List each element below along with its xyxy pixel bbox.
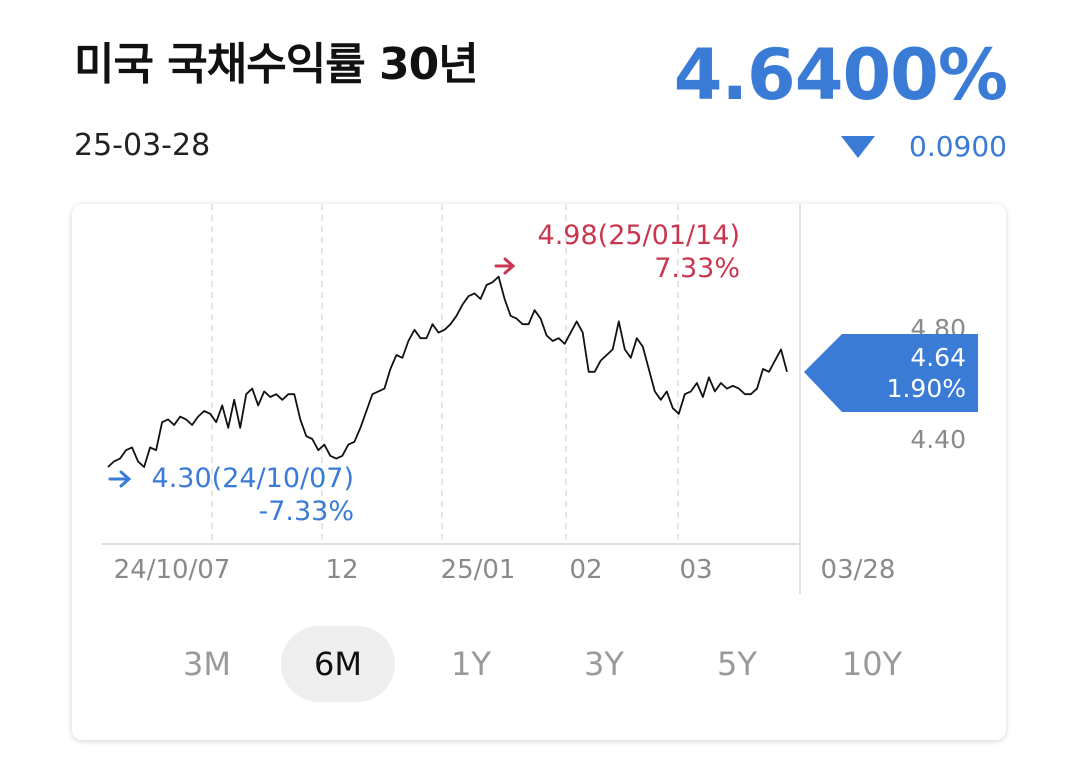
period-button-5y[interactable]: 5Y bbox=[717, 645, 757, 683]
yield-series-line bbox=[107, 275, 788, 468]
down-triangle-icon bbox=[841, 135, 876, 158]
period-button-10y[interactable]: 10Y bbox=[841, 645, 903, 683]
low-pct: -7.33% bbox=[258, 496, 354, 527]
period-button-1y[interactable]: 1Y bbox=[451, 645, 491, 683]
x-tick-label: 12 bbox=[325, 555, 358, 585]
current-pct-label: 1.90% bbox=[887, 374, 966, 403]
period-selector: 3M 6M 1Y 3Y 5Y 10Y bbox=[72, 626, 1006, 702]
x-tick-label: 24/10/07 bbox=[114, 555, 231, 585]
x-tick-label: 03/28 bbox=[821, 555, 896, 585]
low-arrow-icon bbox=[108, 470, 132, 488]
change-row: 0.0900 bbox=[841, 130, 1007, 163]
x-tick-label: 25/01 bbox=[441, 555, 516, 585]
current-yield: 4.6400% bbox=[673, 34, 1008, 116]
quote-date: 25-03-28 bbox=[74, 128, 211, 163]
high-label: 4.98(25/01/14) bbox=[538, 220, 740, 251]
period-button-6m[interactable]: 6M bbox=[281, 626, 395, 702]
current-value-label: 4.64 bbox=[910, 343, 966, 372]
x-tick-label: 03 bbox=[679, 555, 712, 585]
low-label: 4.30(24/10/07) bbox=[152, 463, 354, 494]
yield-chart: 24/10/07 12 25/01 02 03 03/284.804.404.98(25/… bbox=[102, 204, 978, 594]
high-arrow-icon bbox=[494, 257, 516, 275]
change-value: 0.0900 bbox=[909, 130, 1007, 163]
high-pct: 7.33% bbox=[654, 253, 740, 284]
current-value-tag bbox=[804, 334, 978, 412]
period-button-3y[interactable]: 3Y bbox=[584, 645, 624, 683]
x-tick-label: 02 bbox=[569, 555, 602, 585]
chart-card: 24/10/07 12 25/01 02 03 03/28 4.80 4.40 4.98(25/… bbox=[72, 204, 1006, 740]
period-button-3m[interactable]: 3M bbox=[183, 645, 231, 683]
y-tick-label: 4.40 bbox=[910, 425, 966, 454]
page-title: 미국 국채수익률 30년 bbox=[74, 39, 479, 90]
